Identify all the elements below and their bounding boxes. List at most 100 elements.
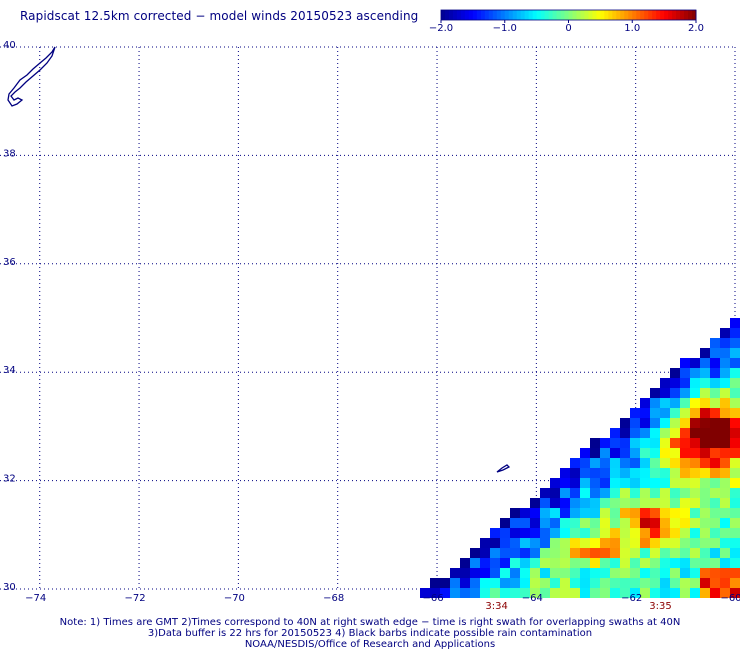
swath-cell xyxy=(730,448,740,458)
swath-cell xyxy=(680,518,690,528)
swath-cell xyxy=(500,548,510,558)
swath-cell xyxy=(500,588,510,598)
swath-cell xyxy=(520,558,530,568)
swath-cell xyxy=(630,448,640,458)
swath-cell xyxy=(630,418,640,428)
colorbar-swatch xyxy=(452,10,458,20)
swath-cell xyxy=(680,388,690,398)
swath-cell xyxy=(700,588,710,598)
swath-cell xyxy=(720,378,730,388)
swath-cell xyxy=(690,368,700,378)
colorbar-swatch xyxy=(604,10,609,20)
swath-cell xyxy=(630,538,640,548)
swath-cell xyxy=(730,578,740,588)
swath-cell xyxy=(620,528,630,538)
swath-cell xyxy=(730,558,740,568)
swath-cell xyxy=(610,578,620,588)
swath-cell xyxy=(670,498,680,508)
swath-cell xyxy=(720,338,730,348)
swath-cell xyxy=(550,488,560,498)
swath-cell xyxy=(730,458,740,468)
swath-cell xyxy=(630,478,640,488)
swath-cell xyxy=(540,508,550,518)
swath-cell xyxy=(730,408,740,418)
swath-cell xyxy=(650,558,660,568)
colorbar-swatch xyxy=(644,10,649,20)
x-tick-label: −64 xyxy=(522,593,543,604)
swath-cell xyxy=(570,578,580,588)
swath-cell xyxy=(670,378,680,388)
swath-cell xyxy=(730,368,740,378)
swath-cell xyxy=(540,518,550,528)
swath-cell xyxy=(560,578,570,588)
swath-cell xyxy=(610,448,620,458)
swath-cell xyxy=(690,488,700,498)
swath-cell xyxy=(590,488,600,498)
swath-cell xyxy=(480,558,490,568)
swath-cell xyxy=(630,578,640,588)
swath-cell xyxy=(700,578,710,588)
swath-cell xyxy=(670,458,680,468)
swath-cell xyxy=(490,578,500,588)
swath-cell xyxy=(540,488,550,498)
swath-cell xyxy=(670,518,680,528)
y-tick-label: 38 xyxy=(3,148,16,159)
swath-cell xyxy=(580,478,590,488)
swath-cell xyxy=(710,558,720,568)
swath-cell xyxy=(690,558,700,568)
swath-cell xyxy=(670,438,680,448)
swath-cell xyxy=(680,538,690,548)
swath-cell xyxy=(560,488,570,498)
swath-cell xyxy=(510,548,520,558)
swath-cell xyxy=(490,548,500,558)
swath-cell xyxy=(560,568,570,578)
swath-cell xyxy=(600,468,610,478)
swath-cell xyxy=(550,518,560,528)
swath-cell xyxy=(520,588,530,598)
swath-cell xyxy=(670,578,680,588)
swath-cell xyxy=(660,438,670,448)
swath-cell xyxy=(550,498,560,508)
swath-cell xyxy=(730,438,740,448)
colorbar-swatch xyxy=(620,10,625,20)
coastline xyxy=(7,46,511,473)
swath-cell xyxy=(730,468,740,478)
swath-cell xyxy=(570,528,580,538)
swath-cell xyxy=(710,378,720,388)
swath-cell xyxy=(640,468,650,478)
swath-cell xyxy=(650,528,660,538)
swath-cell xyxy=(690,378,700,388)
swath-cell xyxy=(570,558,580,568)
swath-cell xyxy=(620,578,630,588)
swath-cell xyxy=(670,468,680,478)
colorbar-swatch xyxy=(564,10,569,20)
swath-cell xyxy=(520,568,530,578)
swath-cell xyxy=(730,318,740,328)
swath-cell xyxy=(610,518,620,528)
axis-labels: −74 −72 −70 −68 −66 −64 −62 −60 40 38 36 34 32 30 3:34… xyxy=(3,40,740,612)
x-tick-label: −62 xyxy=(621,593,642,604)
swath-cell xyxy=(490,558,500,568)
swath-cell xyxy=(640,448,650,458)
swath-cell xyxy=(530,518,540,528)
swath-cell xyxy=(560,468,570,478)
swath-cell xyxy=(470,548,480,558)
swath-cell xyxy=(640,548,650,558)
swath-cell xyxy=(580,588,590,598)
swath-cell xyxy=(620,488,630,498)
swath-cell xyxy=(560,478,570,488)
colorbar-swatch xyxy=(628,10,633,20)
swath-cell xyxy=(570,478,580,488)
swath-cell xyxy=(730,388,740,398)
swath-cell xyxy=(510,578,520,588)
colorbar-tick-label: −2.0 xyxy=(429,23,453,34)
swath-cell xyxy=(530,498,540,508)
swath-cell xyxy=(610,428,620,438)
swath-cell xyxy=(620,468,630,478)
swath-cell xyxy=(580,448,590,458)
swath-cell xyxy=(660,498,670,508)
swath-cell xyxy=(420,588,430,598)
swath-cell xyxy=(700,508,710,518)
swath-cell xyxy=(620,588,630,598)
